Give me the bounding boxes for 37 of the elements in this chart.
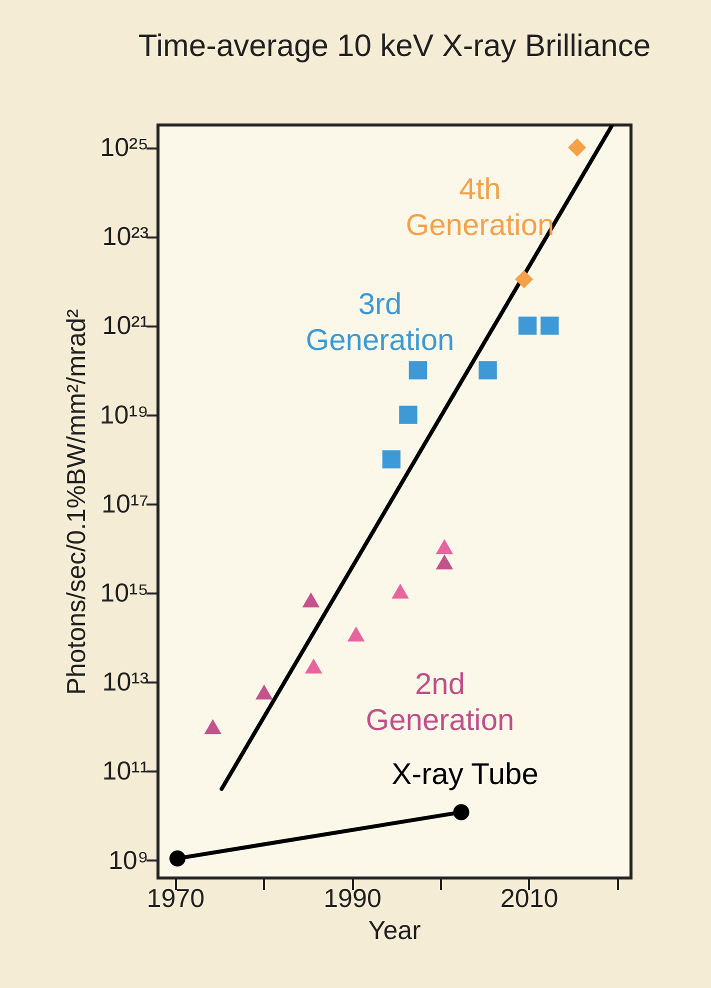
y-tick-label: 10¹¹: [102, 756, 149, 786]
annotation: 2nd Generation: [366, 668, 514, 737]
point: [540, 316, 559, 335]
point: [436, 539, 454, 554]
y-tick-label: 10¹³: [102, 666, 149, 697]
point: [568, 138, 586, 157]
annotation: 4th Generation: [406, 173, 554, 242]
y-tick-label: 10²¹: [102, 310, 149, 340]
annotation: 3rd Generation: [306, 288, 454, 357]
point: [169, 850, 186, 866]
y-tick-label: 10¹⁷: [102, 488, 148, 518]
point: [453, 804, 470, 820]
point: [514, 270, 534, 288]
point: [255, 684, 273, 700]
x-tick-label: 1970: [146, 883, 205, 913]
point: [304, 658, 322, 674]
chart-title: Time-average 10 keV X-ray Brilliance: [138, 28, 651, 63]
point: [302, 592, 320, 608]
y-tick-label: 10¹⁹: [100, 399, 148, 430]
point: [382, 450, 400, 468]
point: [347, 626, 365, 642]
point: [478, 361, 497, 380]
x-tick-label: 1990: [324, 883, 382, 913]
y-tick-label: 10⁹: [108, 844, 148, 875]
y-tick-label: 10²⁵: [100, 132, 148, 162]
y-tick-label: 10¹⁵: [100, 577, 148, 608]
point: [436, 554, 454, 570]
annotation: X-ray Tube: [392, 758, 538, 791]
point: [518, 316, 537, 335]
x-tick-label: 2010: [500, 883, 558, 913]
point: [399, 406, 418, 424]
y-tick-label: 10²³: [102, 221, 149, 252]
point: [408, 361, 428, 380]
y-axis-title: Photons/sec/0.1%BW/mm²/mrad²: [60, 308, 91, 695]
point: [392, 584, 409, 599]
point: [204, 719, 222, 734]
x-axis-title: Year: [368, 915, 422, 945]
